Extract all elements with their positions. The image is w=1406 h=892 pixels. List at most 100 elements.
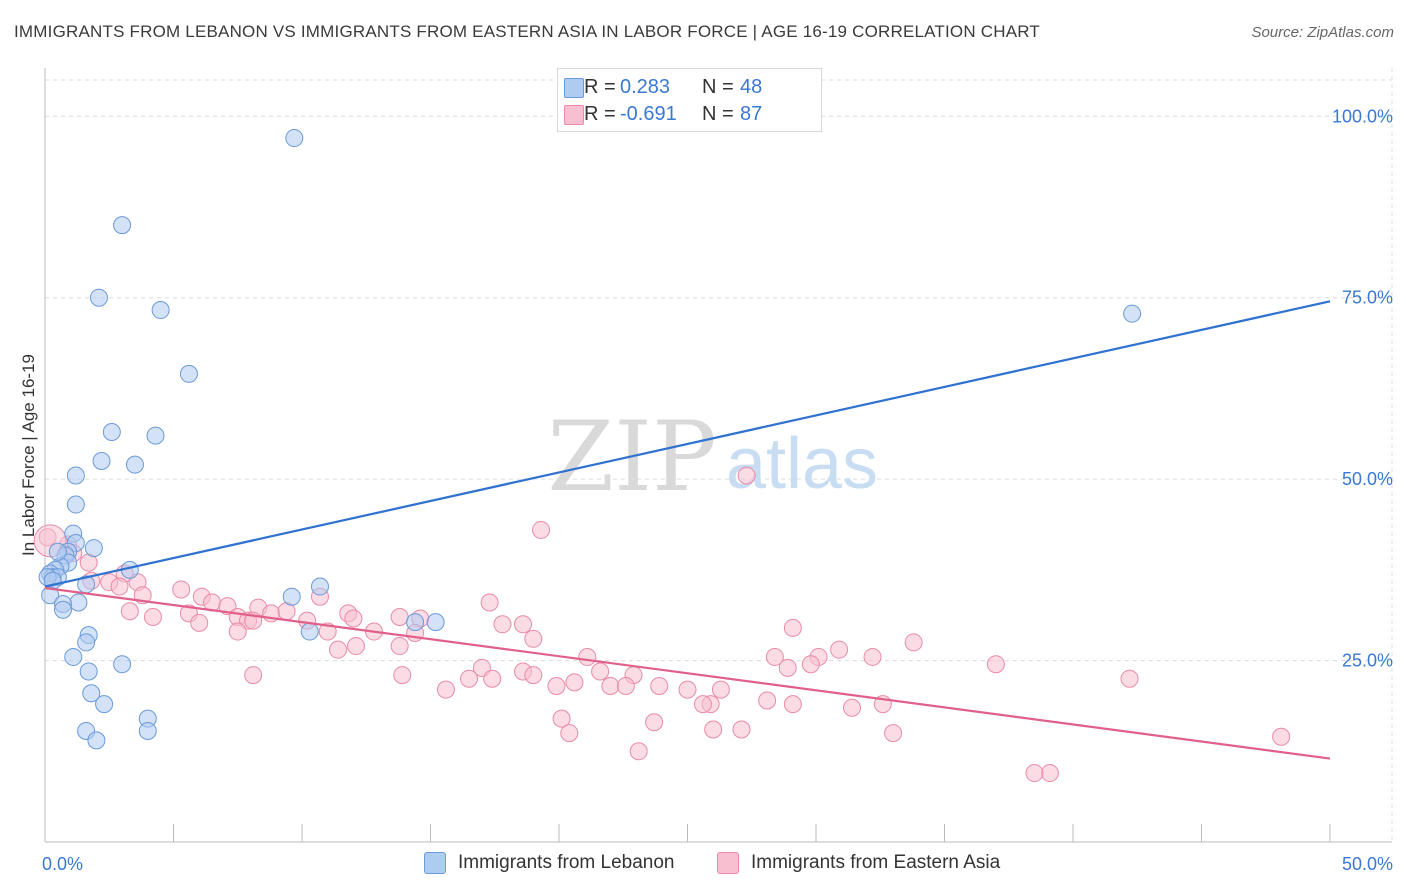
data-point xyxy=(560,724,579,743)
watermark: ZIP atlas xyxy=(547,401,878,513)
data-point xyxy=(460,669,479,688)
data-point xyxy=(285,129,304,148)
legend-r-value: 0.283 xyxy=(620,75,671,98)
data-point xyxy=(64,647,83,666)
data-point xyxy=(1272,727,1291,746)
data-point xyxy=(179,364,198,383)
data-point xyxy=(87,731,106,750)
data-point xyxy=(143,608,162,627)
legend-r-label: R = xyxy=(584,75,616,98)
legend-r-value: -0.691 xyxy=(620,102,677,125)
y-tick-label: 50.0% xyxy=(1342,469,1393,489)
y-tick-label: 25.0% xyxy=(1342,651,1393,671)
trend-line xyxy=(44,300,1331,588)
legend-swatch-eastern-asia xyxy=(564,105,584,125)
data-point xyxy=(524,629,543,648)
data-point xyxy=(53,600,72,619)
data-point xyxy=(393,666,412,685)
legend-r-label: R = xyxy=(584,102,616,125)
data-point xyxy=(830,640,849,659)
data-point xyxy=(95,695,114,714)
axes xyxy=(44,68,1392,843)
data-point xyxy=(113,216,132,235)
data-point xyxy=(390,637,409,656)
y-tick-label: 100.0% xyxy=(1332,106,1393,126)
data-point xyxy=(737,466,756,485)
data-point xyxy=(650,676,669,695)
data-point xyxy=(493,615,512,634)
y-tick-label: 75.0% xyxy=(1342,288,1393,308)
data-point xyxy=(244,666,263,685)
data-point xyxy=(704,720,723,739)
legend-n-value: 87 xyxy=(740,102,763,125)
data-point xyxy=(778,658,797,677)
data-point xyxy=(629,742,648,761)
trend-line xyxy=(44,586,1331,760)
data-point xyxy=(228,622,247,641)
data-point xyxy=(765,647,784,666)
data-point xyxy=(616,676,635,695)
bottom-legend-label-lebanon: Immigrants from Lebanon xyxy=(458,852,675,873)
data-point xyxy=(346,637,365,656)
data-point xyxy=(711,680,730,699)
data-point xyxy=(318,622,337,641)
data-point xyxy=(328,640,347,659)
bottom-legend-eastern-asia: Immigrants from Eastern Asia xyxy=(717,852,1000,874)
trend-lines xyxy=(44,300,1331,760)
data-point xyxy=(986,655,1005,674)
points-lebanon xyxy=(38,129,1142,750)
data-point xyxy=(480,593,499,612)
bottom-legend-swatch-eastern-asia xyxy=(717,852,739,874)
data-point xyxy=(842,698,861,717)
data-point xyxy=(783,695,802,714)
data-point xyxy=(426,613,445,632)
bottom-legend-lebanon: Immigrants from Lebanon xyxy=(424,852,675,874)
data-point xyxy=(532,520,551,539)
legend-row-lebanon: R = 0.283 N = 48 xyxy=(564,75,763,99)
data-point xyxy=(1120,669,1139,688)
data-point xyxy=(66,495,85,514)
data-point xyxy=(406,613,425,632)
data-point xyxy=(89,288,108,307)
data-point xyxy=(390,608,409,627)
data-point xyxy=(524,666,543,685)
data-point xyxy=(801,655,820,674)
data-point xyxy=(41,586,60,605)
data-point xyxy=(110,577,129,596)
data-point xyxy=(172,580,191,599)
x-tick-label: 50.0% xyxy=(1342,854,1393,874)
data-point xyxy=(138,721,157,740)
data-point xyxy=(514,615,533,634)
correlation-legend: R = 0.283 N = 48 R = -0.691 N = 87 xyxy=(557,68,822,132)
data-point xyxy=(578,647,597,666)
data-point xyxy=(565,673,584,692)
data-point xyxy=(66,466,85,485)
data-point xyxy=(125,455,144,474)
legend-n-value: 48 xyxy=(740,75,763,98)
data-point xyxy=(483,669,502,688)
data-point xyxy=(151,301,170,320)
data-point xyxy=(601,676,620,695)
watermark-atlas: atlas xyxy=(726,424,878,504)
x-tick-label: 0.0% xyxy=(42,854,83,874)
data-point xyxy=(92,452,111,470)
data-point xyxy=(82,684,101,703)
data-point xyxy=(113,655,132,674)
data-point xyxy=(190,613,209,632)
data-point xyxy=(693,695,712,714)
source-label: Source: ZipAtlas.com xyxy=(1251,24,1394,41)
data-point xyxy=(904,633,923,652)
legend-n-label: N = xyxy=(702,102,734,125)
data-point xyxy=(783,618,802,637)
data-point xyxy=(48,542,67,561)
data-point xyxy=(1123,304,1142,323)
data-point xyxy=(436,680,455,699)
data-point xyxy=(310,577,329,596)
data-point xyxy=(552,709,571,728)
data-point xyxy=(300,622,319,641)
data-point xyxy=(758,691,777,710)
data-point xyxy=(863,647,882,666)
chart-title: IMMIGRANTS FROM LEBANON VS IMMIGRANTS FR… xyxy=(14,22,1041,41)
data-point xyxy=(884,724,903,743)
